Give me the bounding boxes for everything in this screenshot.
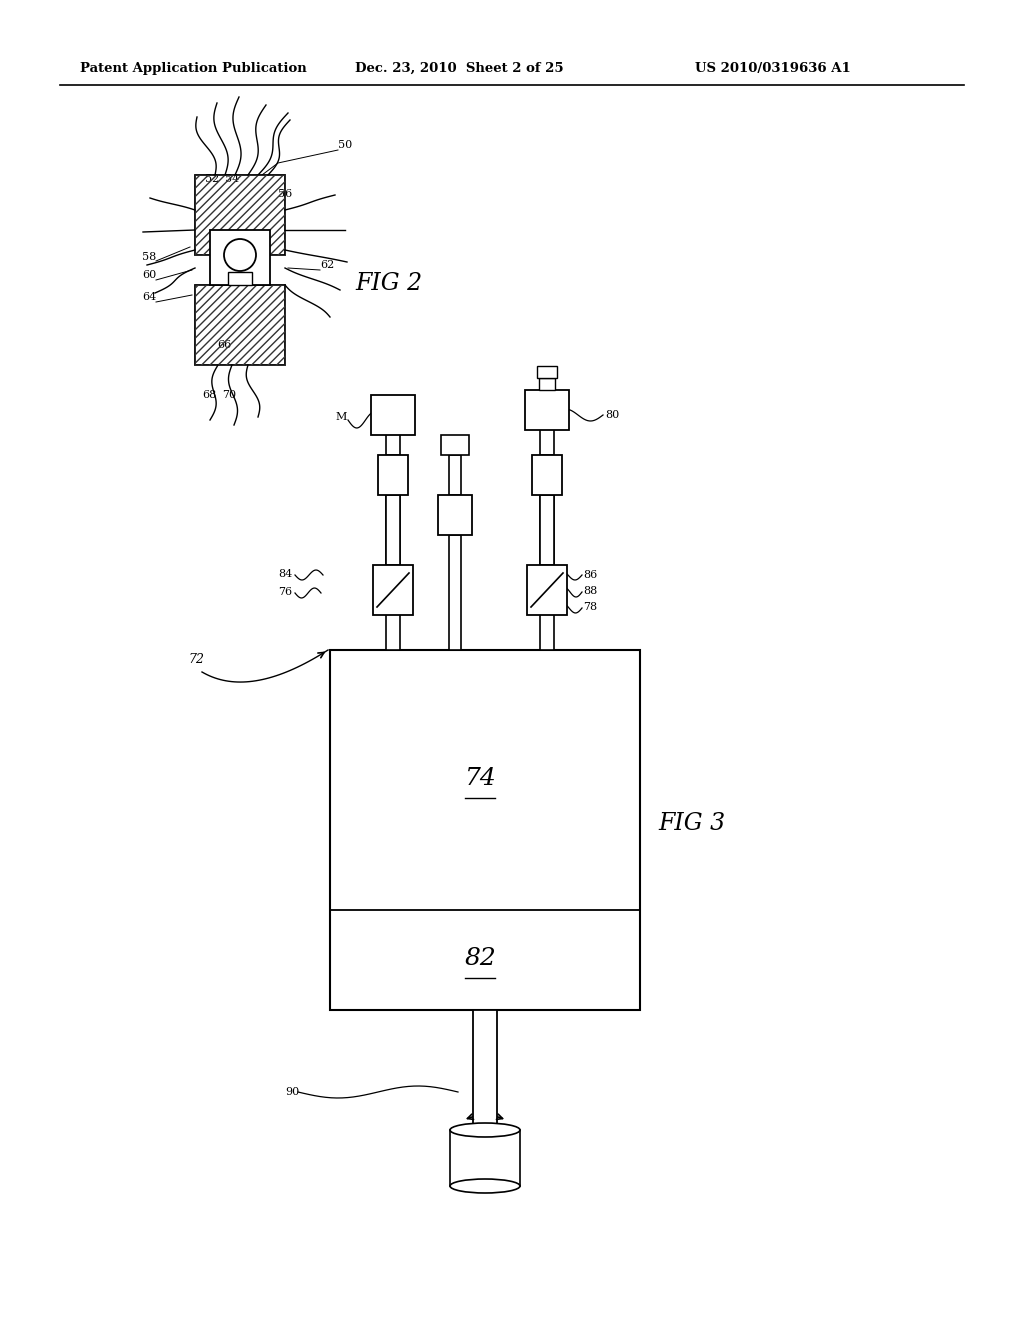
Bar — [228, 272, 252, 285]
Text: 82: 82 — [465, 946, 497, 970]
Text: Patent Application Publication: Patent Application Publication — [80, 62, 307, 75]
Text: 64: 64 — [142, 292, 157, 302]
Bar — [373, 565, 413, 615]
Bar — [540, 495, 554, 565]
Text: 80: 80 — [605, 411, 620, 420]
Bar — [525, 389, 569, 430]
Text: 66: 66 — [217, 341, 231, 350]
Text: FIG 2: FIG 2 — [355, 272, 422, 294]
Text: 68: 68 — [202, 389, 216, 400]
Bar — [386, 414, 400, 455]
Text: Dec. 23, 2010  Sheet 2 of 25: Dec. 23, 2010 Sheet 2 of 25 — [355, 62, 563, 75]
Text: 54: 54 — [225, 174, 240, 183]
Text: 90: 90 — [285, 1086, 299, 1097]
Bar — [537, 366, 557, 378]
Bar — [195, 285, 285, 366]
Circle shape — [224, 239, 256, 271]
Text: US 2010/0319636 A1: US 2010/0319636 A1 — [695, 62, 851, 75]
Text: M: M — [335, 412, 346, 422]
Bar — [539, 378, 555, 389]
Text: 52: 52 — [205, 174, 219, 183]
Text: 76: 76 — [278, 587, 292, 597]
Bar — [532, 455, 562, 495]
Bar — [441, 436, 469, 455]
Text: 86: 86 — [583, 570, 597, 579]
Ellipse shape — [450, 1123, 520, 1137]
Bar — [371, 395, 415, 436]
Bar — [195, 285, 285, 366]
Text: 60: 60 — [142, 271, 157, 280]
Text: 56: 56 — [278, 189, 292, 199]
Text: 88: 88 — [583, 586, 597, 597]
Bar — [330, 649, 640, 1010]
Bar — [378, 455, 408, 495]
Text: 84: 84 — [278, 569, 292, 579]
Text: 62: 62 — [319, 260, 334, 271]
Bar — [195, 176, 285, 255]
Bar — [438, 495, 472, 535]
Bar — [386, 495, 400, 565]
Text: FIG 3: FIG 3 — [658, 812, 725, 836]
Bar — [210, 230, 270, 285]
Text: 58: 58 — [142, 252, 157, 261]
Bar — [540, 495, 554, 649]
Text: 50: 50 — [338, 140, 352, 150]
Bar — [540, 414, 554, 455]
Bar — [449, 535, 461, 649]
Bar — [449, 455, 461, 495]
Text: 70: 70 — [222, 389, 237, 400]
Text: 78: 78 — [583, 602, 597, 612]
Bar — [527, 565, 567, 615]
Bar — [473, 1010, 497, 1130]
Bar — [195, 176, 285, 255]
Text: 72: 72 — [188, 653, 204, 667]
Bar — [386, 495, 400, 649]
Text: 74: 74 — [465, 767, 497, 789]
Ellipse shape — [450, 1179, 520, 1193]
